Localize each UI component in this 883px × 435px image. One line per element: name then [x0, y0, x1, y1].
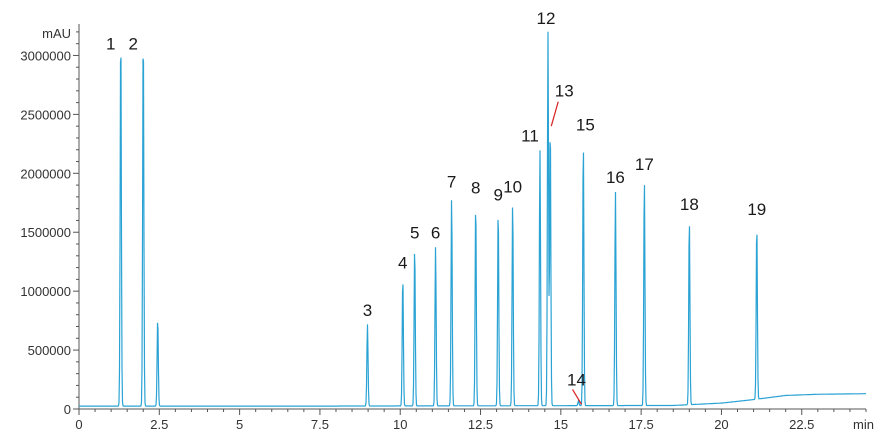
peak-label: 14: [567, 370, 586, 389]
peak-label: 13: [555, 82, 574, 101]
peak-label: 6: [431, 223, 440, 242]
peak-label: 11: [521, 127, 539, 146]
peak-label: 17: [635, 155, 654, 174]
peak-label: 18: [680, 195, 699, 214]
x-tick-label: 17.5: [628, 417, 653, 432]
x-tick-label: 5: [236, 417, 243, 432]
y-axis-unit-label: mAU: [42, 26, 71, 41]
peak-13-leader-line: [550, 101, 559, 127]
peak-label: 1: [106, 34, 115, 53]
peak-label: 15: [576, 115, 595, 134]
x-tick-label: 10: [393, 417, 407, 432]
peak-label: 12: [537, 9, 556, 28]
x-tick-label: 7.5: [311, 417, 329, 432]
peak-markers: [550, 101, 583, 405]
peak-label: 4: [398, 253, 407, 272]
y-tick-label: 0: [64, 402, 71, 417]
x-tick-label: 15: [554, 417, 568, 432]
peak-label: 10: [503, 177, 522, 196]
y-ticks: 0 500000 1000000 1500000 2000000 2500000 30000…: [20, 48, 79, 417]
peak-label: 9: [493, 186, 502, 205]
y-tick-label: 500000: [28, 343, 71, 358]
x-tick-label: 0: [75, 417, 82, 432]
y-tick-label: 1500000: [20, 225, 71, 240]
x-tick-label: 20: [714, 417, 728, 432]
peak-label: 19: [747, 200, 766, 219]
minor-ticks: [76, 31, 867, 412]
peak-14-leader-line: [571, 389, 583, 405]
peak-label: 3: [363, 301, 372, 320]
peak-label: 7: [447, 173, 456, 192]
x-tick-label: 2.5: [150, 417, 168, 432]
x-ticks: 0 2.5 5 7.5 10 12.5 15 17.5 20 22.5: [75, 409, 814, 432]
peak-label: 16: [606, 168, 625, 187]
peak-label: 5: [410, 223, 419, 242]
y-tick-label: 2500000: [20, 107, 71, 122]
chromatogram-trace: [79, 31, 866, 407]
y-tick-label: 2000000: [20, 166, 71, 181]
peak-label: 2: [129, 34, 138, 53]
x-tick-label: 22.5: [789, 417, 814, 432]
y-tick-label: 1000000: [20, 284, 71, 299]
x-tick-label: 12.5: [468, 417, 493, 432]
peak-label: 8: [471, 179, 480, 198]
x-axis-unit-label: min: [853, 417, 874, 432]
axes: [78, 24, 866, 410]
y-tick-label: 3000000: [20, 48, 71, 63]
